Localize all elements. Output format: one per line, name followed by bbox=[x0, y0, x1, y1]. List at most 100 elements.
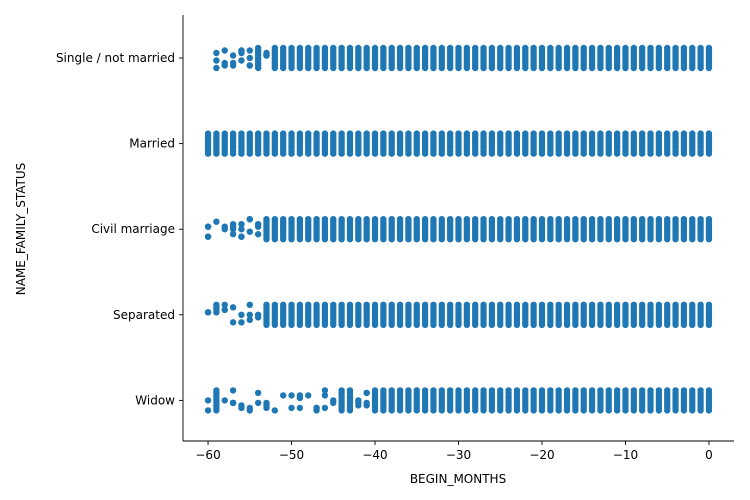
data-point bbox=[229, 59, 237, 67]
data-point bbox=[254, 389, 262, 397]
data-point bbox=[305, 392, 312, 399]
data-point bbox=[605, 321, 612, 328]
data-point bbox=[380, 236, 387, 243]
data-point bbox=[446, 236, 454, 243]
data-point bbox=[371, 407, 379, 414]
data-point bbox=[380, 150, 387, 157]
data-point bbox=[346, 150, 354, 157]
data-point bbox=[622, 150, 629, 157]
data-point bbox=[605, 150, 612, 157]
data-point bbox=[488, 321, 496, 328]
data-point bbox=[421, 321, 429, 328]
data-point bbox=[563, 407, 571, 414]
data-point bbox=[204, 233, 212, 240]
data-point bbox=[455, 64, 462, 72]
data-point bbox=[497, 236, 504, 243]
data-point bbox=[689, 407, 696, 414]
data-point bbox=[371, 236, 379, 243]
axes: −60 −50 −40 −30 −20 −10 0 Single / not married M… bbox=[56, 15, 734, 462]
data-point bbox=[664, 236, 671, 243]
data-point bbox=[647, 321, 654, 328]
data-point bbox=[438, 407, 445, 414]
data-point bbox=[672, 321, 679, 328]
data-point bbox=[396, 64, 404, 72]
data-point bbox=[446, 407, 454, 414]
data-point bbox=[363, 321, 370, 328]
data-point bbox=[229, 223, 237, 230]
data-point bbox=[555, 64, 562, 72]
data-point bbox=[463, 150, 471, 157]
data-point bbox=[488, 407, 496, 414]
data-point bbox=[246, 311, 253, 318]
data-point bbox=[430, 236, 437, 243]
data-point bbox=[613, 321, 621, 328]
data-point bbox=[396, 236, 404, 243]
data-point bbox=[355, 64, 362, 72]
data-point bbox=[705, 321, 713, 328]
data-point bbox=[221, 150, 228, 157]
data-point bbox=[355, 321, 362, 328]
data-point bbox=[472, 64, 479, 72]
data-point bbox=[221, 397, 228, 404]
data-point bbox=[213, 64, 220, 72]
data-point bbox=[405, 407, 412, 414]
data-point bbox=[538, 64, 546, 72]
data-point bbox=[455, 407, 462, 414]
data-point bbox=[597, 407, 604, 414]
data-point bbox=[330, 321, 337, 328]
data-point bbox=[522, 150, 529, 157]
data-point bbox=[472, 407, 479, 414]
data-point bbox=[555, 236, 562, 243]
data-point bbox=[480, 236, 487, 243]
x-tick-label: −50 bbox=[279, 448, 304, 462]
data-point bbox=[538, 236, 546, 243]
data-point bbox=[288, 64, 295, 72]
data-point bbox=[630, 150, 638, 157]
data-point bbox=[488, 64, 496, 72]
y-axis-title: NAME_FAMILY_STATUS bbox=[14, 163, 28, 295]
data-point bbox=[689, 236, 696, 243]
data-point bbox=[613, 64, 621, 72]
data-point bbox=[246, 62, 253, 69]
data-point bbox=[472, 321, 479, 328]
data-point bbox=[229, 399, 237, 407]
data-point bbox=[346, 64, 354, 72]
data-point bbox=[363, 236, 370, 243]
data-point bbox=[363, 64, 370, 72]
data-point bbox=[405, 236, 412, 243]
data-point bbox=[371, 321, 379, 328]
data-point bbox=[680, 321, 688, 328]
data-point bbox=[455, 236, 462, 243]
data-point bbox=[647, 150, 654, 157]
data-point bbox=[288, 321, 295, 328]
data-point bbox=[213, 407, 220, 414]
data-point bbox=[238, 319, 245, 326]
data-point bbox=[664, 150, 671, 157]
data-point bbox=[338, 150, 345, 157]
data-point bbox=[613, 407, 621, 414]
data-point bbox=[497, 321, 504, 328]
data-point bbox=[330, 150, 337, 157]
data-point bbox=[547, 321, 554, 328]
data-point bbox=[463, 407, 471, 414]
data-point bbox=[655, 407, 663, 414]
data-point bbox=[238, 150, 245, 157]
data-point bbox=[204, 397, 212, 404]
data-point bbox=[597, 64, 604, 72]
data-point bbox=[321, 387, 329, 394]
y-tick-label: Married bbox=[129, 137, 175, 151]
data-point bbox=[413, 321, 420, 328]
data-point bbox=[430, 64, 437, 72]
data-point bbox=[580, 64, 587, 72]
data-point bbox=[271, 64, 279, 72]
data-point bbox=[480, 407, 487, 414]
data-point bbox=[630, 321, 638, 328]
data-point bbox=[355, 236, 362, 243]
data-point bbox=[263, 52, 270, 59]
data-point bbox=[213, 218, 220, 225]
data-point bbox=[279, 321, 287, 328]
data-point bbox=[664, 321, 671, 328]
data-point bbox=[296, 321, 304, 328]
data-point bbox=[572, 150, 579, 157]
data-point bbox=[613, 150, 621, 157]
